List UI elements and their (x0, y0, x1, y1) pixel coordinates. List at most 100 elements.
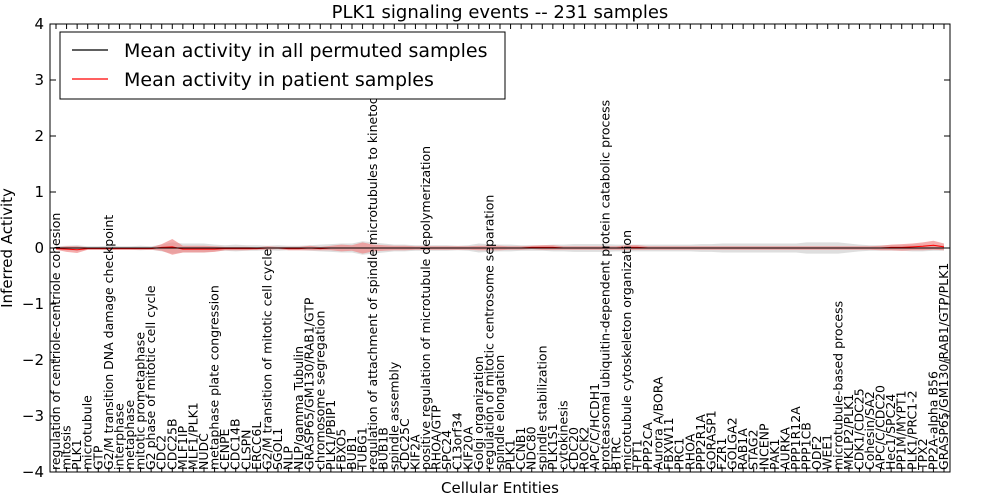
category-label: G2/M transition DNA damage checkpoint (101, 215, 116, 470)
category-label: Golgi organization (471, 356, 486, 470)
category-label: CCNB1 (513, 427, 528, 470)
category-label: APC/C/CDC20 (873, 385, 888, 470)
category-label: PP2A-alpha B56 (925, 371, 940, 470)
category-label: RAB1A (735, 428, 750, 470)
y-tick-label: −3 (22, 407, 44, 425)
category-label: TUBG1 (355, 427, 370, 471)
y-tick-label: −1 (22, 295, 44, 313)
y-axis: −4 −3 −2 −1 0 1 2 3 4 (22, 15, 950, 481)
category-label: CDK1/CDC25 (851, 388, 866, 470)
category-label: STAG2 (746, 429, 761, 470)
category-label: MLF1IP (175, 425, 190, 470)
category-label: AURKA (777, 427, 792, 470)
category-label: TPT1 (629, 439, 644, 471)
y-tick-label: 0 (34, 239, 44, 257)
category-label: RHOA/GTP (429, 405, 444, 470)
category-label: BTRC (608, 437, 623, 470)
category-label: SGOL1 (270, 428, 285, 470)
y-tick-label: −2 (22, 351, 44, 369)
category-label: INCENP (756, 423, 771, 470)
category-label: microtubule (80, 395, 95, 470)
category-label: cytokinesis (555, 400, 570, 470)
category-label: GRASP65/GM130/RAB1/GTP (302, 297, 317, 470)
category-label: RHOA (682, 433, 697, 470)
category-label: GOLGA2 (725, 417, 740, 470)
category-label: spindle assembly (386, 361, 401, 470)
category-label: CDC25C (397, 418, 412, 470)
category-label: PLK1/PRC1-2 (904, 390, 919, 470)
category-label: positive regulation of microtubule depol… (418, 146, 433, 470)
y-tick-label: 1 (34, 183, 44, 201)
category-label: mitosis (59, 425, 74, 470)
patient-band (56, 239, 944, 255)
category-label: KIF20A (460, 426, 475, 470)
category-label: PPP2R1A (693, 414, 708, 470)
category-label: C13orf34 (450, 412, 465, 470)
category-label: PLK1 (503, 439, 518, 470)
category-label: NLP/gamma Tubulin (291, 346, 306, 470)
category-label: PPP1CB (799, 422, 814, 470)
category-label: microtubule-based process (830, 301, 845, 470)
category-label: regulation of mitotic centrosome separat… (481, 195, 496, 470)
category-label: GRASP65/GM130/RAB1/GTP/PLK1 (936, 263, 951, 470)
category-label: microtubule cytoskeleton organization (619, 230, 634, 470)
category-label: APC/C/HCDH1 (587, 383, 602, 470)
category-label: KIF2A (407, 434, 422, 470)
category-label: SPC24 (439, 430, 454, 470)
y-tick-label: 2 (34, 127, 44, 145)
category-label: PLK1/PBIP1 (323, 400, 338, 470)
category-label: mitotic prometaphase (133, 332, 148, 470)
category-label: BUB1B (376, 427, 391, 470)
category-label: CDC25B (164, 418, 179, 470)
legend-label-permuted: Mean activity in all permuted samples (124, 40, 487, 62)
activity-bands (56, 239, 944, 255)
category-label: regulation of centriole-centriole cohesi… (48, 213, 63, 470)
legend-box (59, 31, 506, 100)
y-tick-label: 4 (34, 15, 44, 33)
category-label: PPP1R12A (788, 406, 803, 470)
category-label: metaphase (122, 400, 137, 470)
activity-lines (55, 244, 945, 251)
category-label: chromosome segregation (312, 311, 327, 470)
category-label: CENPE (217, 428, 232, 470)
category-label: Hec1/SPC24 (883, 394, 898, 470)
category-label: Cohesin/SA2 (862, 391, 877, 470)
category-label: ROCK2 (577, 427, 592, 470)
category-label: CDC2 (154, 435, 169, 470)
category-label: WEE1 (820, 434, 835, 470)
category-label: ODF2 (809, 435, 824, 470)
category-label: PAK1 (767, 439, 782, 470)
category-label: TPX2 (915, 438, 930, 471)
category-label: FZR1 (714, 438, 729, 470)
category-label: FBXW11 (661, 417, 676, 470)
category-label: GTP (90, 445, 105, 470)
category-label: BUB1 (344, 436, 359, 470)
category-label: Aurora A/BORA (651, 376, 666, 470)
category-label: metaphase plate congression (207, 285, 222, 470)
category-label: spindle elongation (492, 355, 507, 470)
y-tick-label: −4 (22, 463, 44, 481)
category-label: CLSPN (238, 429, 253, 470)
x-axis-label: Cellular Entities (441, 479, 559, 497)
category-label: NLP (281, 446, 296, 470)
category-label: CDC14B (228, 418, 243, 470)
category-label: CDC20 (566, 427, 581, 470)
category-label: PRC1 (672, 438, 687, 470)
category-label: PLK1 (69, 439, 84, 470)
category-label: PP1M/MYPT1 (894, 390, 909, 470)
category-label: NUDC (196, 433, 211, 470)
category-label: FBXO5 (333, 429, 348, 470)
category-label: NDC80 (524, 426, 539, 470)
category-label: GORASP1 (703, 410, 718, 470)
category-label: PPP2CA (640, 422, 655, 470)
category-label: MKLP2/PLK1 (841, 394, 856, 470)
category-label: proteasomal ubiquitin-dependent protein … (598, 100, 613, 470)
legend-label-patient: Mean activity in patient samples (124, 69, 434, 91)
category-label: spindle stabilization (534, 345, 549, 470)
chart-title: PLK1 signaling events -- 231 samples (332, 2, 669, 23)
category-label: regulation of attachment of spindle micr… (365, 69, 380, 470)
category-label: ERCC6L (249, 422, 264, 470)
y-axis-label: Inferred Activity (0, 188, 16, 308)
legend: Mean activity in all permuted samples Me… (59, 31, 506, 100)
